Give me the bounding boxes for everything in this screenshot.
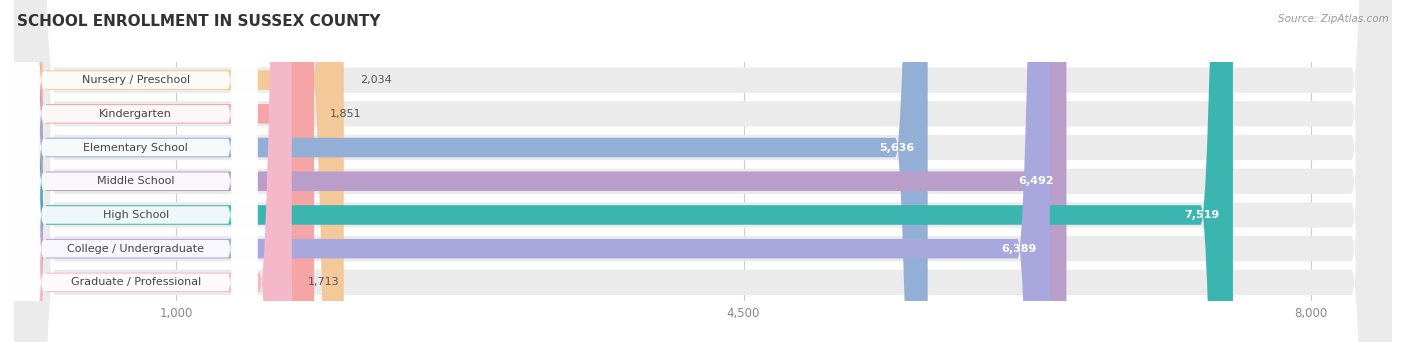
FancyBboxPatch shape bbox=[14, 0, 1392, 342]
Text: 6,389: 6,389 bbox=[1001, 244, 1036, 254]
FancyBboxPatch shape bbox=[14, 0, 1392, 342]
Text: Kindergarten: Kindergarten bbox=[100, 109, 172, 119]
FancyBboxPatch shape bbox=[14, 0, 1392, 342]
Text: 6,492: 6,492 bbox=[1018, 176, 1053, 186]
FancyBboxPatch shape bbox=[14, 0, 257, 342]
FancyBboxPatch shape bbox=[14, 0, 1066, 342]
Text: 5,636: 5,636 bbox=[880, 143, 915, 153]
FancyBboxPatch shape bbox=[14, 0, 257, 342]
FancyBboxPatch shape bbox=[14, 0, 291, 342]
FancyBboxPatch shape bbox=[14, 0, 1233, 342]
FancyBboxPatch shape bbox=[14, 0, 1392, 342]
Text: High School: High School bbox=[103, 210, 169, 220]
Text: 7,519: 7,519 bbox=[1185, 210, 1220, 220]
FancyBboxPatch shape bbox=[14, 0, 257, 342]
Text: SCHOOL ENROLLMENT IN SUSSEX COUNTY: SCHOOL ENROLLMENT IN SUSSEX COUNTY bbox=[17, 14, 381, 29]
FancyBboxPatch shape bbox=[14, 0, 257, 342]
FancyBboxPatch shape bbox=[14, 0, 1392, 342]
Text: Source: ZipAtlas.com: Source: ZipAtlas.com bbox=[1278, 14, 1389, 24]
Text: 2,034: 2,034 bbox=[360, 75, 392, 85]
FancyBboxPatch shape bbox=[14, 0, 928, 342]
FancyBboxPatch shape bbox=[14, 0, 344, 342]
Text: College / Undergraduate: College / Undergraduate bbox=[67, 244, 204, 254]
FancyBboxPatch shape bbox=[14, 0, 1392, 342]
Text: 1,713: 1,713 bbox=[308, 277, 340, 287]
Text: 1,851: 1,851 bbox=[330, 109, 361, 119]
FancyBboxPatch shape bbox=[14, 0, 1392, 342]
FancyBboxPatch shape bbox=[14, 0, 257, 342]
Text: Middle School: Middle School bbox=[97, 176, 174, 186]
FancyBboxPatch shape bbox=[14, 0, 257, 342]
FancyBboxPatch shape bbox=[14, 0, 257, 342]
Text: Nursery / Preschool: Nursery / Preschool bbox=[82, 75, 190, 85]
Text: Graduate / Professional: Graduate / Professional bbox=[70, 277, 201, 287]
Text: Elementary School: Elementary School bbox=[83, 143, 188, 153]
FancyBboxPatch shape bbox=[14, 0, 1050, 342]
FancyBboxPatch shape bbox=[14, 0, 314, 342]
